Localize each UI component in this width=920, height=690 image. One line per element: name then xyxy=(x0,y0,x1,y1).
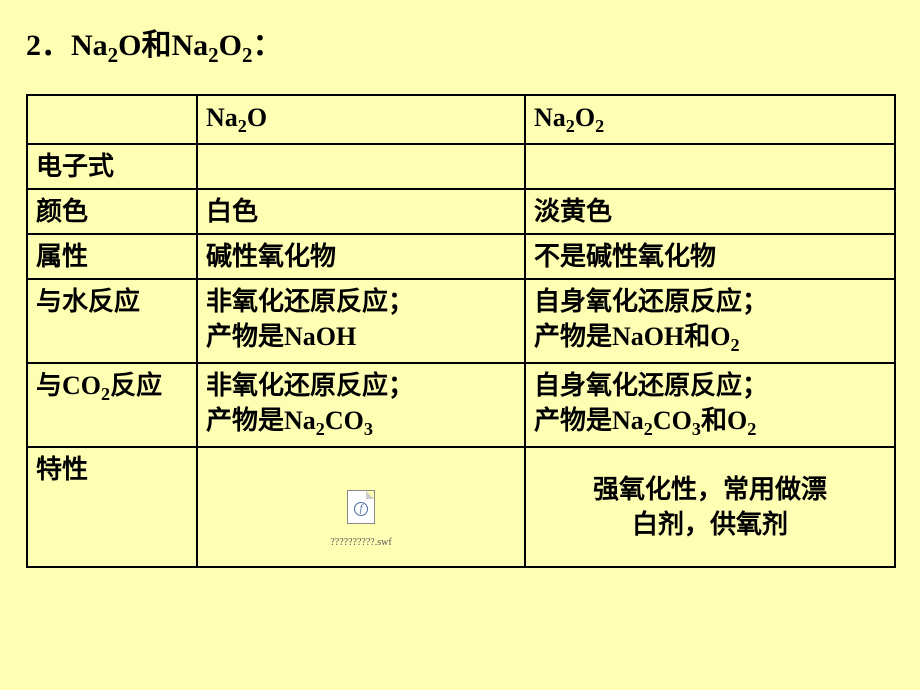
table-row: 与CO2反应 非氧化还原反应； 产物是Na2CO3 自身氧化还原反应； 产物是N… xyxy=(27,363,895,447)
special-na2o2-l2: 白剂，供氧剂 xyxy=(632,510,788,539)
title-text: 2．Na xyxy=(26,29,108,62)
row-label-electron: 电子式 xyxy=(27,144,197,189)
hdr-na2o2-s2: 2 xyxy=(595,116,604,136)
co2-label-b: 反应 xyxy=(110,371,162,400)
cell-color-na2o2: 淡黄色 xyxy=(525,189,895,234)
co2-na2o-l2s2: 3 xyxy=(364,419,373,439)
title-text-3: O xyxy=(219,29,242,62)
cell-electron-na2o2 xyxy=(525,144,895,189)
water-na2o-line2: 产物是NaOH xyxy=(206,322,356,351)
hdr-na2o-s1: 2 xyxy=(238,116,247,136)
row-label-property: 属性 xyxy=(27,234,197,279)
water-na2o2-line2-sub: 2 xyxy=(730,335,739,355)
file-icon-letter: f xyxy=(360,502,363,516)
co2-na2o2-l2s3: 2 xyxy=(747,419,756,439)
header-empty xyxy=(27,95,197,144)
title-sub-3: 2 xyxy=(242,43,253,67)
co2-na2o2-l2a: 产物是Na xyxy=(534,406,644,435)
cell-co2-na2o: 非氧化还原反应； 产物是Na2CO3 xyxy=(197,363,525,447)
cell-property-na2o: 碱性氧化物 xyxy=(197,234,525,279)
cell-special-na2o2: 强氧化性，常用做漂 白剂，供氧剂 xyxy=(525,447,895,567)
row-label-color: 颜色 xyxy=(27,189,197,234)
hdr-na2o-a: Na xyxy=(206,103,238,132)
co2-na2o2-l2c: 和O xyxy=(701,406,747,435)
row-label-co2: 与CO2反应 xyxy=(27,363,197,447)
comparison-table: Na2O Na2O2 电子式 颜色 白色 淡黄色 属性 碱性氧化物 不是碱性氧化… xyxy=(26,94,896,568)
co2-na2o2-l1: 自身氧化还原反应； xyxy=(534,371,768,400)
cell-water-na2o2: 自身氧化还原反应； 产物是NaOH和O2 xyxy=(525,279,895,363)
table-row: 电子式 xyxy=(27,144,895,189)
co2-na2o2-l2s1: 2 xyxy=(644,419,653,439)
co2-label-a: 与CO xyxy=(36,371,101,400)
cell-color-na2o: 白色 xyxy=(197,189,525,234)
table-row: 属性 碱性氧化物 不是碱性氧化物 xyxy=(27,234,895,279)
title-sub-2: 2 xyxy=(208,43,219,67)
table-row: 颜色 白色 淡黄色 xyxy=(27,189,895,234)
water-na2o-line1: 非氧化还原反应； xyxy=(206,287,414,316)
co2-na2o-l1: 非氧化还原反应； xyxy=(206,371,414,400)
water-na2o2-line2a: 产物是NaOH和O xyxy=(534,322,730,351)
table-header-row: Na2O Na2O2 xyxy=(27,95,895,144)
hdr-na2o2-s1: 2 xyxy=(566,116,575,136)
table-row: 特性 f ??????????.swf 强氧化性，常用做漂 白剂，供氧剂 xyxy=(27,447,895,567)
cell-co2-na2o2: 自身氧化还原反应； 产物是Na2CO3和O2 xyxy=(525,363,895,447)
cell-water-na2o: 非氧化还原反应； 产物是NaOH xyxy=(197,279,525,363)
row-label-special: 特性 xyxy=(27,447,197,567)
co2-label-sub: 2 xyxy=(101,384,110,404)
co2-na2o-l2a: 产物是Na xyxy=(206,406,316,435)
special-na2o2-l1: 强氧化性，常用做漂 xyxy=(593,475,827,504)
co2-na2o-l2b: CO xyxy=(325,406,364,435)
slide-title: 2．Na2O和Na2O2： xyxy=(26,20,894,68)
cell-electron-na2o xyxy=(197,144,525,189)
hdr-na2o2-b: O xyxy=(575,103,595,132)
hdr-na2o2-a: Na xyxy=(534,103,566,132)
table-row: 与水反应 非氧化还原反应； 产物是NaOH 自身氧化还原反应； 产物是NaOH和… xyxy=(27,279,895,363)
hdr-na2o-b: O xyxy=(247,103,267,132)
title-text-2: O和Na xyxy=(118,29,208,62)
slide-content: 2．Na2O和Na2O2： Na2O Na2O2 电子式 颜色 白色 淡黄色 属… xyxy=(0,0,920,568)
co2-na2o2-l2b: CO xyxy=(653,406,692,435)
cell-special-na2o: f ??????????.swf xyxy=(197,447,525,567)
row-label-water: 与水反应 xyxy=(27,279,197,363)
title-suffix: ： xyxy=(253,29,283,62)
water-na2o2-line1: 自身氧化还原反应； xyxy=(534,287,768,316)
co2-na2o-l2s1: 2 xyxy=(316,419,325,439)
cell-property-na2o2: 不是碱性氧化物 xyxy=(525,234,895,279)
co2-na2o2-l2s2: 3 xyxy=(692,419,701,439)
title-sub-1: 2 xyxy=(108,43,119,67)
header-na2o2: Na2O2 xyxy=(525,95,895,144)
swf-file-label: ??????????.swf xyxy=(206,536,516,550)
header-na2o: Na2O xyxy=(197,95,525,144)
swf-file-icon[interactable]: f xyxy=(347,490,375,524)
